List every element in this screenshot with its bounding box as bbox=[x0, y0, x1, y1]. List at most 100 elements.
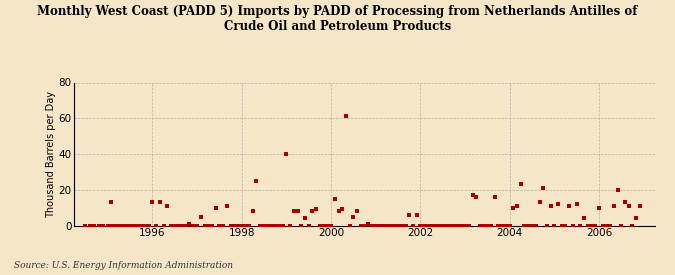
Point bbox=[475, 223, 485, 228]
Point bbox=[627, 223, 638, 228]
Point bbox=[586, 223, 597, 228]
Point bbox=[240, 223, 250, 228]
Point bbox=[303, 223, 314, 228]
Point bbox=[359, 223, 370, 228]
Point bbox=[169, 223, 180, 228]
Point bbox=[568, 223, 578, 228]
Point bbox=[93, 223, 104, 228]
Point bbox=[98, 223, 109, 228]
Point bbox=[113, 223, 124, 228]
Point bbox=[80, 223, 91, 228]
Point bbox=[497, 223, 508, 228]
Point bbox=[340, 114, 351, 119]
Point bbox=[236, 223, 247, 228]
Text: Monthly West Coast (PADD 5) Imports by PADD of Processing from Netherlands Antil: Monthly West Coast (PADD 5) Imports by P… bbox=[37, 6, 638, 34]
Point bbox=[541, 223, 552, 228]
Point bbox=[624, 204, 634, 208]
Point bbox=[463, 223, 474, 228]
Point bbox=[560, 223, 571, 228]
Point bbox=[404, 213, 414, 217]
Point bbox=[556, 223, 567, 228]
Point bbox=[255, 223, 266, 228]
Point bbox=[221, 204, 232, 208]
Point bbox=[605, 223, 616, 228]
Text: Source: U.S. Energy Information Administration: Source: U.S. Energy Information Administ… bbox=[14, 260, 232, 270]
Point bbox=[430, 223, 441, 228]
Point bbox=[348, 214, 358, 219]
Point bbox=[578, 216, 589, 221]
Point bbox=[616, 223, 626, 228]
Point bbox=[110, 223, 121, 228]
Point bbox=[393, 223, 404, 228]
Point bbox=[192, 223, 202, 228]
Point bbox=[493, 223, 504, 228]
Point bbox=[325, 223, 336, 228]
Point bbox=[396, 223, 407, 228]
Point bbox=[233, 223, 244, 228]
Point bbox=[307, 209, 318, 213]
Point bbox=[441, 223, 452, 228]
Point bbox=[259, 223, 269, 228]
Point bbox=[311, 207, 322, 212]
Point bbox=[84, 223, 95, 228]
Point bbox=[367, 223, 377, 228]
Point bbox=[333, 209, 344, 213]
Point bbox=[177, 223, 188, 228]
Point bbox=[89, 223, 100, 228]
Point bbox=[173, 223, 184, 228]
Point bbox=[601, 223, 612, 228]
Point bbox=[322, 223, 333, 228]
Point bbox=[620, 200, 630, 205]
Point bbox=[371, 223, 381, 228]
Point bbox=[251, 179, 262, 183]
Point bbox=[300, 216, 310, 221]
Point bbox=[467, 193, 478, 197]
Point bbox=[400, 223, 411, 228]
Point bbox=[448, 223, 459, 228]
Point bbox=[128, 223, 139, 228]
Point bbox=[470, 195, 481, 199]
Point bbox=[202, 223, 213, 228]
Point bbox=[199, 223, 210, 228]
Point bbox=[117, 223, 128, 228]
Point bbox=[523, 223, 534, 228]
Point bbox=[244, 223, 254, 228]
Point bbox=[423, 223, 433, 228]
Point bbox=[329, 196, 340, 201]
Point bbox=[575, 223, 586, 228]
Point bbox=[292, 209, 303, 213]
Point bbox=[411, 213, 422, 217]
Point bbox=[538, 186, 549, 190]
Point bbox=[564, 204, 574, 208]
Point bbox=[103, 223, 113, 228]
Point bbox=[485, 223, 496, 228]
Y-axis label: Thousand Barrels per Day: Thousand Barrels per Day bbox=[46, 90, 55, 218]
Point bbox=[217, 223, 228, 228]
Point bbox=[121, 223, 132, 228]
Point bbox=[344, 223, 355, 228]
Point bbox=[593, 205, 604, 210]
Point bbox=[415, 223, 426, 228]
Point bbox=[166, 223, 177, 228]
Point bbox=[214, 223, 225, 228]
Point bbox=[362, 222, 373, 226]
Point bbox=[418, 223, 429, 228]
Point bbox=[445, 223, 456, 228]
Point bbox=[132, 223, 143, 228]
Point bbox=[195, 214, 206, 219]
Point bbox=[180, 223, 191, 228]
Point bbox=[356, 223, 367, 228]
Point bbox=[262, 223, 273, 228]
Point bbox=[590, 223, 601, 228]
Point bbox=[140, 223, 151, 228]
Point bbox=[571, 202, 582, 206]
Point bbox=[407, 223, 418, 228]
Point bbox=[162, 204, 173, 208]
Point bbox=[296, 223, 306, 228]
Point bbox=[612, 188, 623, 192]
Point bbox=[315, 223, 325, 228]
Point bbox=[111, 223, 122, 228]
Point bbox=[125, 223, 136, 228]
Point bbox=[381, 223, 392, 228]
Point bbox=[266, 223, 277, 228]
